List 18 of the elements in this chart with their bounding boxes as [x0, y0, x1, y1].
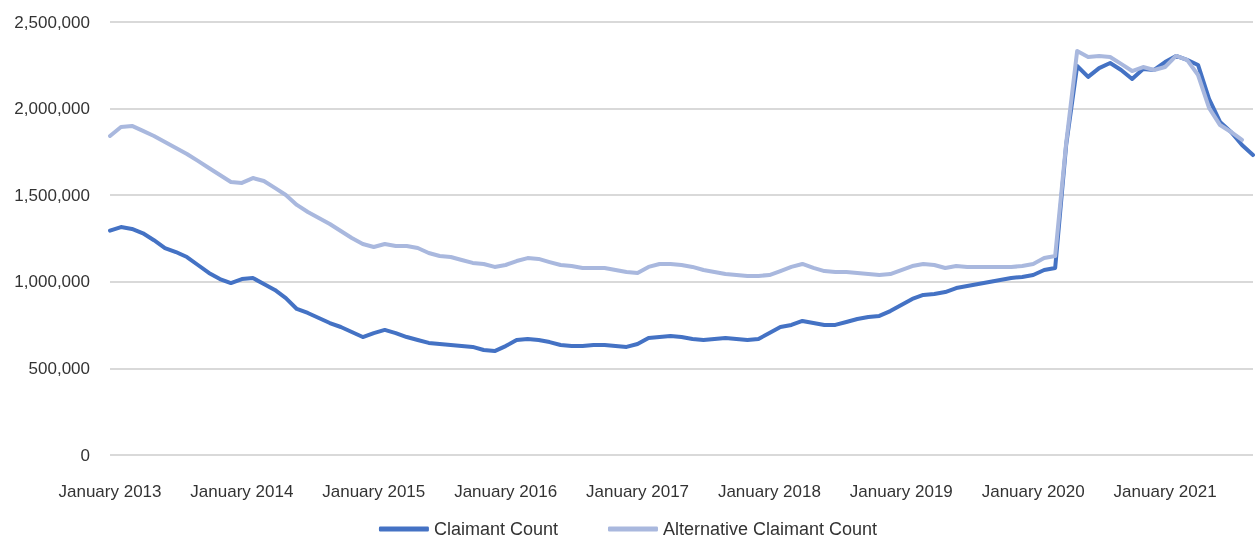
y-tick-label: 500,000 — [28, 358, 90, 378]
legend-label: Alternative Claimant Count — [662, 519, 878, 539]
x-tick-label: January 2016 — [454, 482, 558, 501]
x-tick-label: January 2017 — [586, 482, 690, 501]
x-tick-label: January 2015 — [322, 482, 426, 501]
x-tick-label: January 2013 — [58, 482, 162, 501]
legend-label: Claimant Count — [433, 519, 558, 539]
y-tick-label: 1,500,000 — [14, 185, 90, 205]
x-tick-label: January 2020 — [981, 482, 1085, 501]
y-tick-label: 2,500,000 — [14, 12, 90, 32]
y-tick-label: 1,000,000 — [14, 272, 90, 292]
x-tick-label: January 2021 — [1113, 482, 1217, 501]
x-tick-label: January 2019 — [849, 482, 953, 501]
line-series — [108, 48, 1245, 278]
x-tick-label: January 2018 — [717, 482, 821, 501]
x-tick-label: January 2014 — [190, 482, 294, 501]
y-tick-label: 2,000,000 — [14, 99, 90, 119]
y-tick-label: 0 — [80, 445, 90, 465]
